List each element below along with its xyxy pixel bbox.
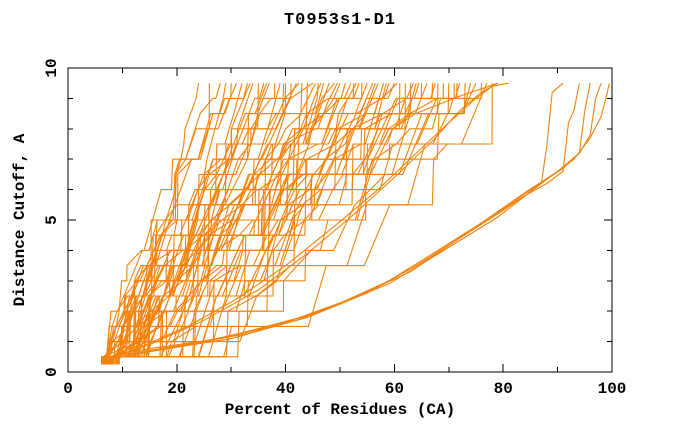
model-curve-outlier (114, 83, 610, 355)
model-curve (116, 83, 420, 365)
y-tick-label: 0 (43, 367, 61, 377)
model-curve (112, 83, 387, 365)
x-tick-label: 60 (385, 380, 404, 398)
x-tick-label: 20 (167, 380, 186, 398)
model-curve-outlier (104, 82, 509, 361)
model-curve (106, 83, 444, 365)
model-curve (115, 83, 428, 365)
model-curve (115, 82, 398, 365)
model-curve (102, 83, 439, 365)
y-axis-label: Distance Cutoff, A (11, 133, 29, 307)
x-tick-label: 100 (598, 380, 627, 398)
x-tick-label: 40 (276, 380, 295, 398)
y-tick-label: 10 (43, 58, 61, 77)
x-tick-label: 0 (63, 380, 73, 398)
model-curve-outlier (107, 82, 499, 361)
model-curve (109, 83, 285, 365)
model-curve (101, 82, 251, 365)
model-curve (112, 83, 458, 365)
model-curve-outlier (111, 83, 602, 358)
chart-title: T0953s1-D1 (283, 11, 397, 30)
x-tick-label: 80 (494, 380, 513, 398)
model-curve (102, 82, 316, 365)
y-tick-label: 5 (43, 215, 61, 225)
x-axis-label: Percent of Residues (CA) (224, 401, 456, 419)
model-curve (113, 83, 390, 365)
